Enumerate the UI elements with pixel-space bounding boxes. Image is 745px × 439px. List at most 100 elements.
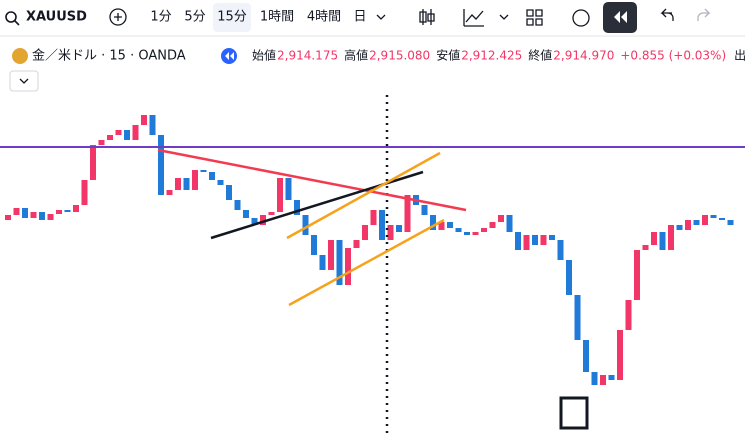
candle-body [710, 215, 717, 218]
candle-body [651, 232, 657, 245]
redo[interactable] [697, 8, 711, 21]
candle-body [217, 180, 224, 185]
candle-body [30, 212, 37, 218]
candle-body [702, 215, 708, 225]
candle-body [328, 240, 334, 270]
candle-body [719, 218, 725, 220]
layout-icon[interactable] [526, 9, 543, 26]
candle-body [107, 135, 113, 140]
candle-body [149, 115, 156, 135]
ohlc-value: 2,914.175 [277, 49, 338, 63]
candle-body [13, 208, 20, 215]
interval[interactable]: 1分 [150, 10, 171, 25]
candle-body [158, 135, 164, 195]
channel-line [286, 151, 441, 240]
candle-body [302, 215, 309, 235]
indicators-dropdown[interactable] [499, 14, 509, 20]
candle-body [336, 240, 343, 285]
ohlc-value: 2,915.080 [369, 49, 430, 63]
candle-body [183, 178, 190, 190]
candle-body [5, 215, 11, 220]
candle-body [387, 225, 394, 240]
candle-body [438, 222, 445, 230]
ohlc-label: 終値 [528, 48, 552, 63]
symbol-description: 金／米ドル · 15 · OANDA [32, 48, 186, 64]
symbol[interactable]: XAUUSD [26, 10, 87, 25]
interval[interactable]: 5分 [184, 10, 205, 25]
candle-body [81, 180, 88, 205]
add-symbol[interactable] [109, 8, 127, 26]
candle-body [115, 130, 122, 135]
candle-body [591, 372, 598, 385]
ohlc-label: 安値 [436, 48, 460, 63]
change: +0.855 (+0.03%) [620, 49, 726, 63]
replay-badge-icon [225, 52, 234, 60]
candle-body [608, 375, 615, 380]
candle-body [625, 300, 632, 330]
candle-body [498, 215, 504, 222]
candle-body [515, 232, 521, 250]
indicators-icon[interactable] [463, 9, 484, 27]
legend-toggle-icon [19, 78, 29, 84]
candle-body [362, 225, 368, 240]
undo[interactable] [660, 8, 674, 21]
plot-area [5, 115, 734, 385]
candle-body [685, 220, 691, 230]
candle-body [251, 218, 258, 225]
candle-body [260, 215, 266, 225]
volume-label: 出来高 [734, 48, 745, 63]
candle-body [676, 225, 683, 230]
candle-body [73, 205, 79, 212]
candle-body [472, 232, 479, 235]
candle-body [727, 220, 734, 225]
candle-body [523, 235, 530, 250]
candle-body [345, 248, 351, 285]
alert-icon[interactable] [572, 9, 590, 27]
ohlc-value: 2,912.425 [461, 49, 522, 63]
candle-body [166, 190, 173, 195]
ohlc-label: 高値 [344, 48, 368, 63]
candle-body [124, 130, 130, 140]
candle-body [532, 235, 538, 245]
candle-body [47, 214, 54, 220]
candle-body [481, 228, 487, 232]
candle-body [141, 115, 147, 125]
interval[interactable]: 日 [353, 10, 366, 25]
candle-body [583, 340, 589, 372]
candle-body [617, 330, 623, 380]
interval[interactable]: 15分 [217, 10, 247, 25]
interval[interactable]: 4時間 [307, 10, 341, 25]
interval-dropdown[interactable] [376, 14, 386, 20]
symbol-logo [12, 48, 28, 64]
chart-type-icon[interactable] [419, 9, 435, 25]
candle-body [243, 210, 249, 218]
candle-body [506, 215, 513, 232]
candle-body [574, 295, 581, 340]
candle-body [379, 210, 385, 240]
active-interval [213, 3, 251, 32]
candle-body [285, 178, 292, 200]
legend-toggle[interactable] [9, 70, 39, 92]
candle-body [540, 235, 547, 245]
candle-body [311, 235, 317, 255]
candle-body [370, 210, 377, 225]
candle-body [209, 172, 215, 180]
candle-body [22, 208, 28, 218]
candle-body [234, 200, 241, 210]
candle-body [421, 205, 428, 215]
candle-body [39, 212, 45, 220]
interval[interactable]: 1時間 [260, 10, 294, 25]
add-symbol [114, 13, 122, 21]
candle-body [98, 140, 105, 145]
candle-body [268, 212, 275, 215]
candle-body [447, 222, 453, 228]
search-icon[interactable] [5, 11, 17, 23]
ohlc-value: 2,914.970 [553, 49, 614, 63]
rectangle [559, 396, 589, 430]
candle-body [132, 125, 139, 140]
candle-body [277, 178, 283, 212]
candle-body [489, 222, 496, 228]
candle-body [566, 260, 572, 295]
